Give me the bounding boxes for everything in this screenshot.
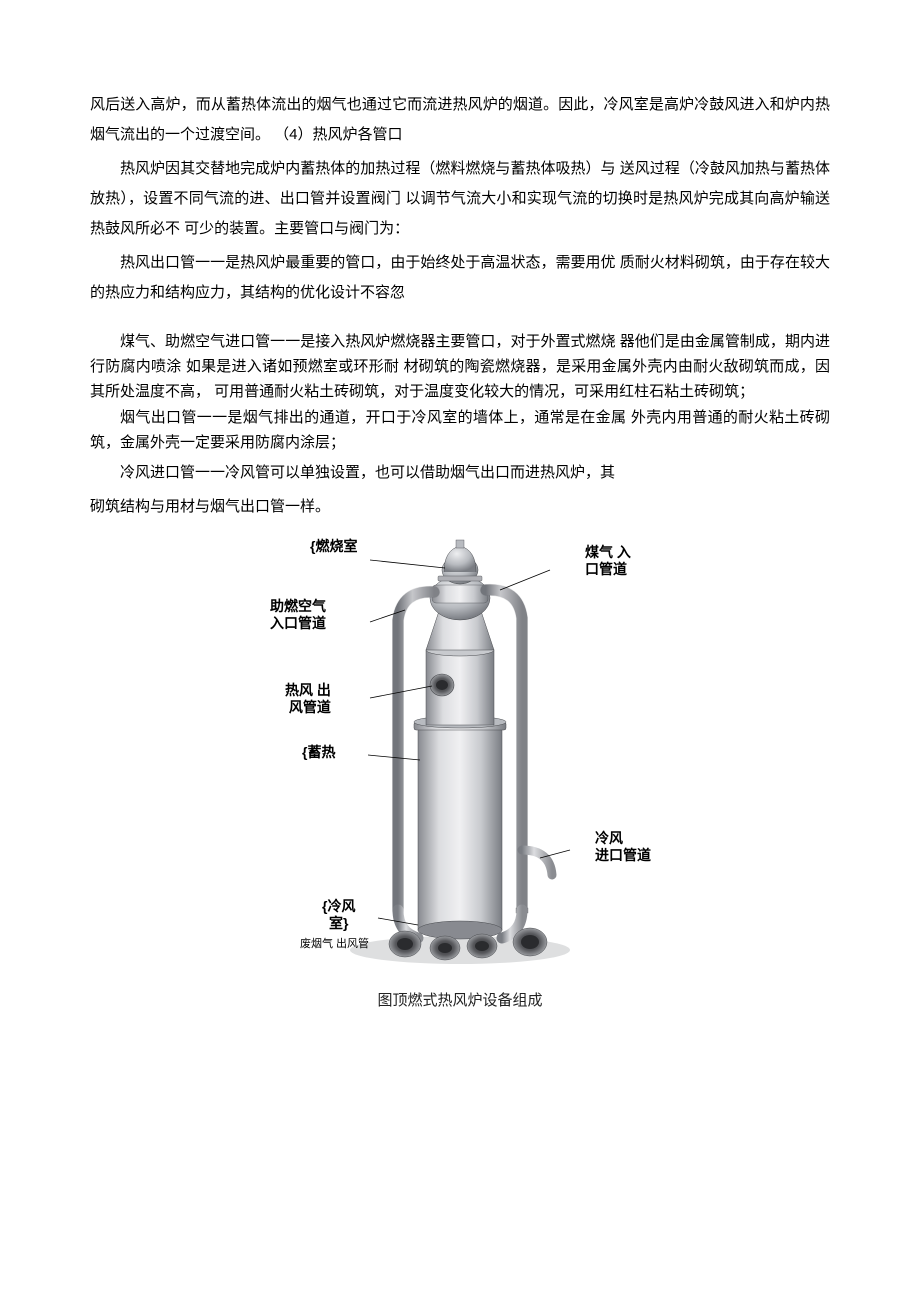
paragraph-4: 煤气、助燃空气进口管一一是接入热风炉燃烧器主要管口，对于外置式燃烧 器他们是由金…	[90, 330, 830, 404]
paragraph-6: 冷风进口管一一冷风管可以单独设置，也可以借助烟气出口而进热风炉，其	[90, 458, 830, 488]
diagram-caption: 图顶燃式热风炉设备组成	[90, 989, 830, 1010]
paragraph-5: 烟气出口管一一是烟气排出的通道，开口于冷风室的墙体上，通常是在金属 外壳内用普通…	[90, 406, 830, 456]
paragraph-3: 热风出口管一一是热风炉最重要的管口，由于始终处于高温状态，需要用优 质耐火材料砌…	[90, 248, 830, 308]
label-cold-chamber: {冷风 室}	[322, 898, 355, 932]
label-combustion-air: 助燃空气 入口管道	[270, 598, 326, 632]
stove-diagram: {燃烧室 煤气 入 口管道 助燃空气 入口管道 热风 出 风管道 {蓄热 冷风 …	[90, 530, 830, 1010]
label-cold-air: 冷风 进口管道	[595, 830, 651, 864]
label-flue-gas: 废烟气 出风管	[300, 938, 369, 951]
label-combustion-chamber: {燃烧室	[310, 538, 357, 555]
paragraph-2: 热风炉因其交替地完成炉内蓄热体的加热过程（燃料燃烧与蓄热体吸热）与 送风过程（冷…	[90, 154, 830, 244]
label-gas-inlet: 煤气 入 口管道	[585, 544, 631, 578]
label-hot-air: 热风 出 风管道	[285, 682, 331, 716]
label-regenerator: {蓄热	[302, 744, 335, 761]
paragraph-1: 风后送入高炉，而从蓄热体流出的烟气也通过它而流进热风炉的烟道。因此，冷风室是高炉…	[90, 90, 830, 150]
paragraph-7: 砌筑结构与用材与烟气出口管一样。	[90, 492, 830, 522]
